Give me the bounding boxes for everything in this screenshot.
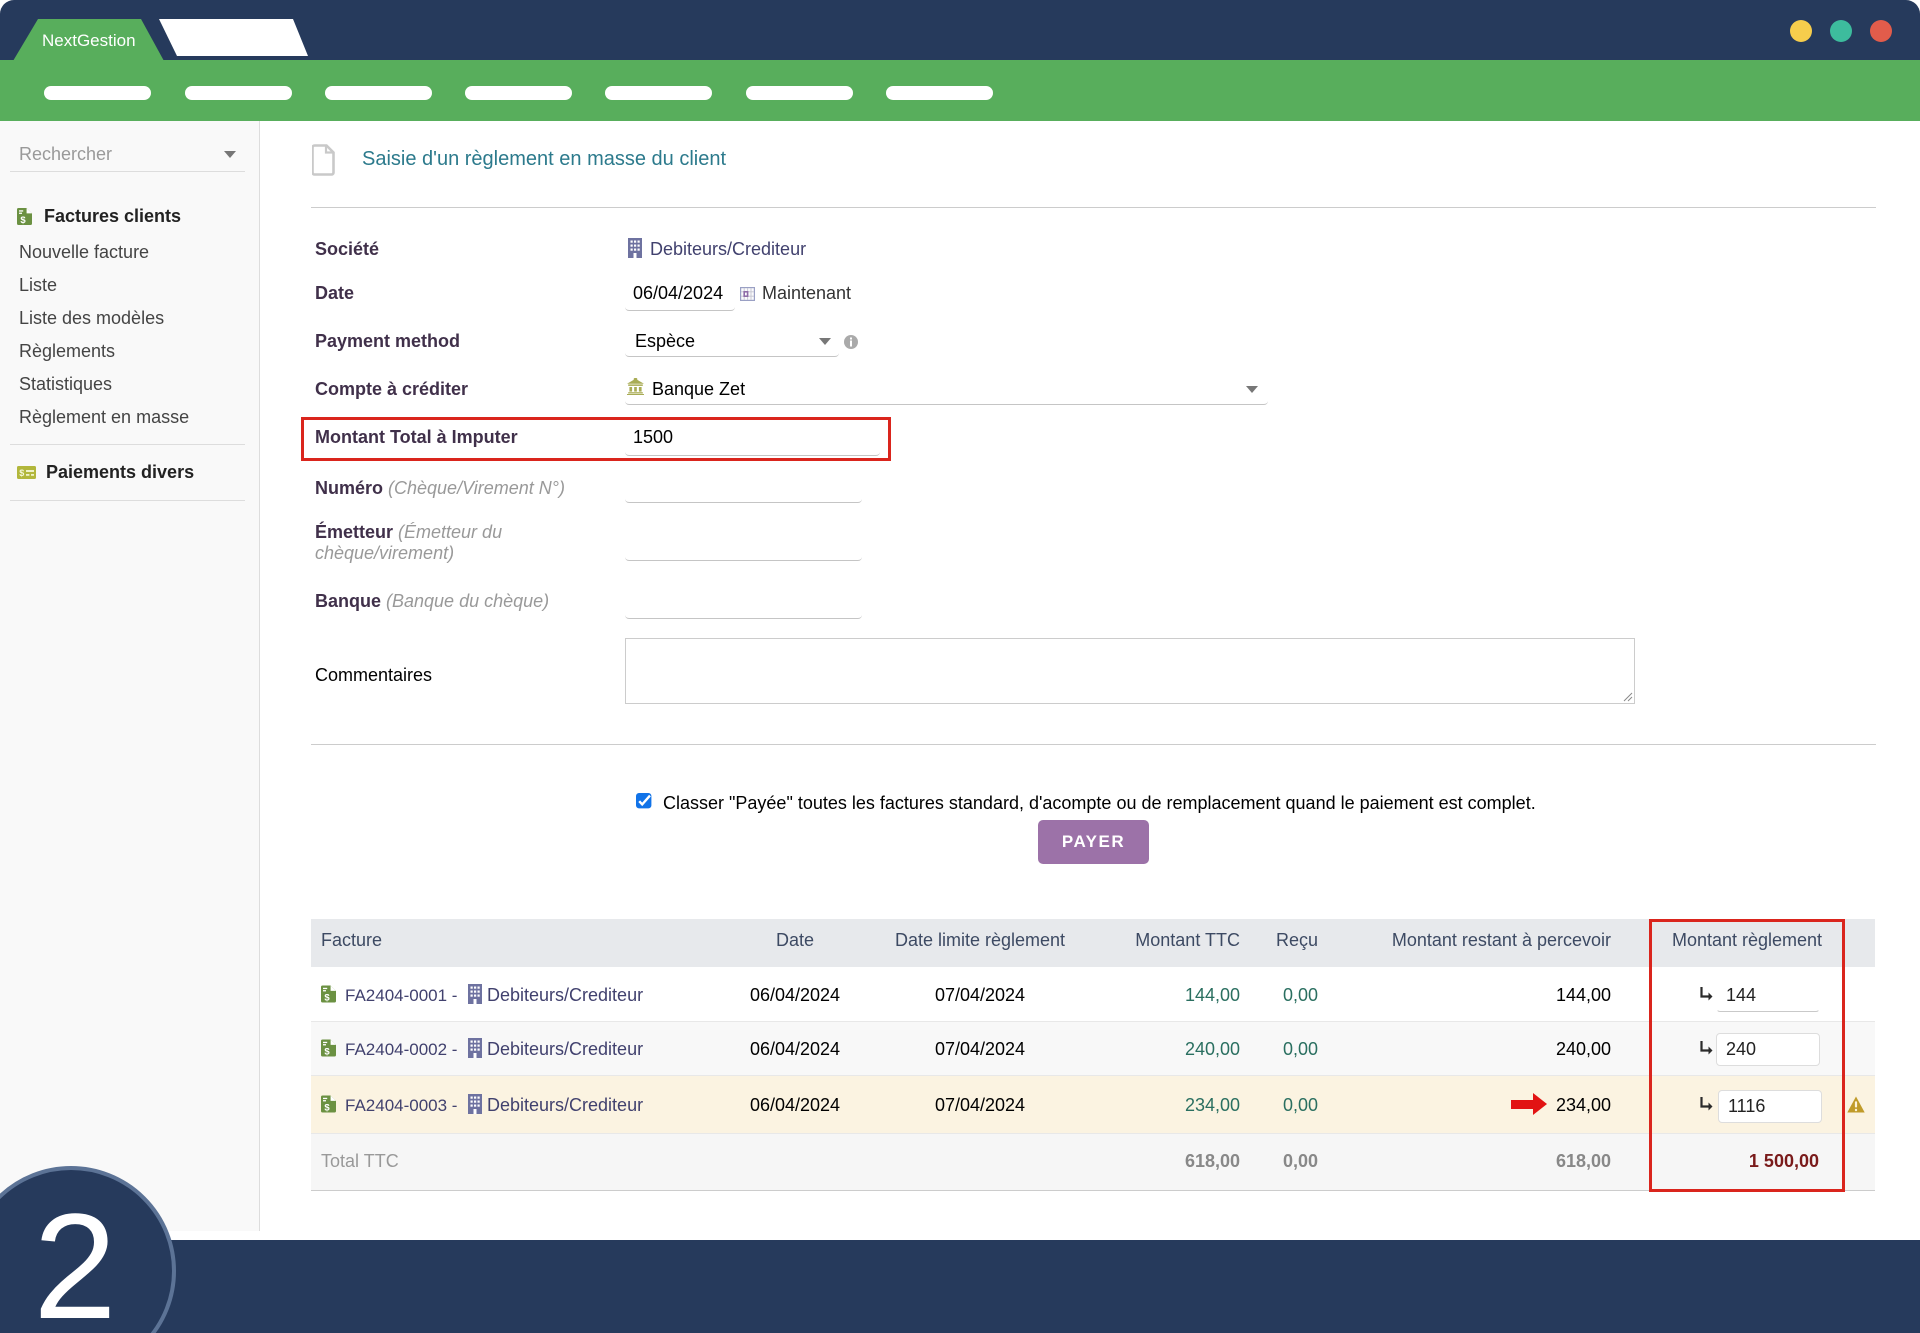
svg-text:$: $ [324, 992, 330, 1003]
svg-text:$: $ [324, 1046, 330, 1057]
svg-text:$: $ [19, 468, 24, 478]
svg-text:$: $ [20, 215, 26, 225]
svg-text:$: $ [324, 1102, 330, 1113]
